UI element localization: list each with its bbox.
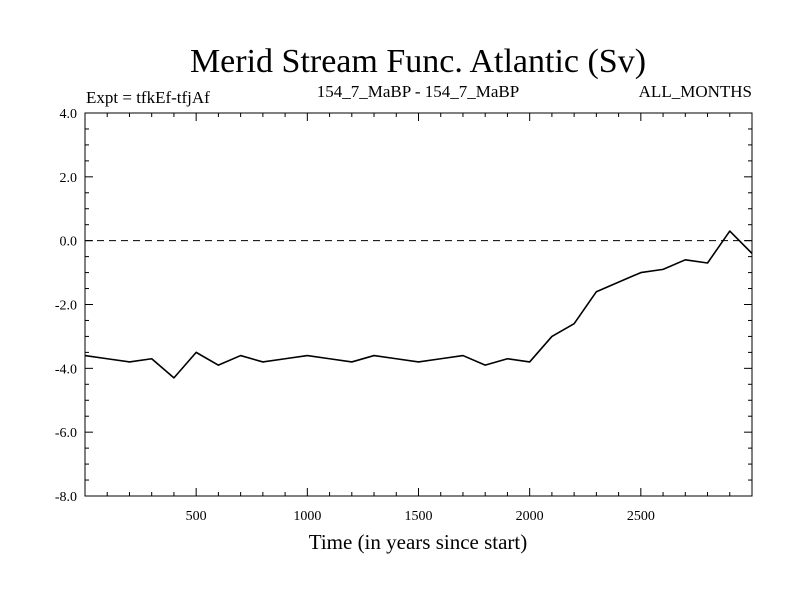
x-tick-label: 1000 <box>293 509 321 524</box>
x-tick-label: 2500 <box>627 509 655 524</box>
x-tick-label: 1500 <box>405 509 433 524</box>
chart-subtitle-left: Expt = tfkEf-tfjAf <box>86 88 210 107</box>
chart-subtitle-right: ALL_MONTHS <box>639 82 752 101</box>
y-tick-label: 4.0 <box>60 107 78 122</box>
y-tick-label: -4.0 <box>55 362 77 377</box>
y-tick-label: -2.0 <box>55 299 77 314</box>
y-axis: 4.0 2.0 0.0 -2.0 -4.0 -6.0 -8.0 <box>55 107 752 505</box>
x-axis-label: Time (in years since start) <box>309 530 528 554</box>
chart-subtitle-center: 154_7_MaBP - 154_7_MaBP <box>317 82 519 101</box>
x-tick-label: 500 <box>186 509 207 524</box>
y-tick-label: 2.0 <box>60 171 78 186</box>
x-axis: 500 1000 1500 2000 2500 <box>106 113 731 524</box>
x-tick-label: 2000 <box>516 509 544 524</box>
plot-frame <box>84 112 753 497</box>
y-tick-label: -6.0 <box>55 426 77 441</box>
y-tick-label: 0.0 <box>60 235 78 250</box>
chart-title: Merid Stream Func. Atlantic (Sv) <box>190 43 646 80</box>
series-line <box>84 230 753 379</box>
y-tick-label: -8.0 <box>55 490 77 505</box>
